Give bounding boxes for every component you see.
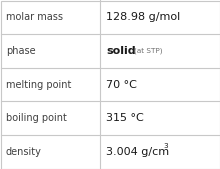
- Text: molar mass: molar mass: [6, 12, 63, 22]
- Text: (at STP): (at STP): [134, 47, 163, 54]
- Text: 128.98 g/mol: 128.98 g/mol: [106, 12, 180, 22]
- Text: solid: solid: [106, 46, 136, 56]
- Text: 70 °C: 70 °C: [106, 79, 137, 90]
- Text: melting point: melting point: [6, 79, 71, 90]
- Text: 3: 3: [163, 143, 168, 149]
- Text: 315 °C: 315 °C: [106, 113, 144, 123]
- Text: density: density: [6, 147, 42, 157]
- Text: boiling point: boiling point: [6, 113, 67, 123]
- Text: 3.004 g/cm: 3.004 g/cm: [106, 147, 169, 157]
- Text: phase: phase: [6, 46, 36, 56]
